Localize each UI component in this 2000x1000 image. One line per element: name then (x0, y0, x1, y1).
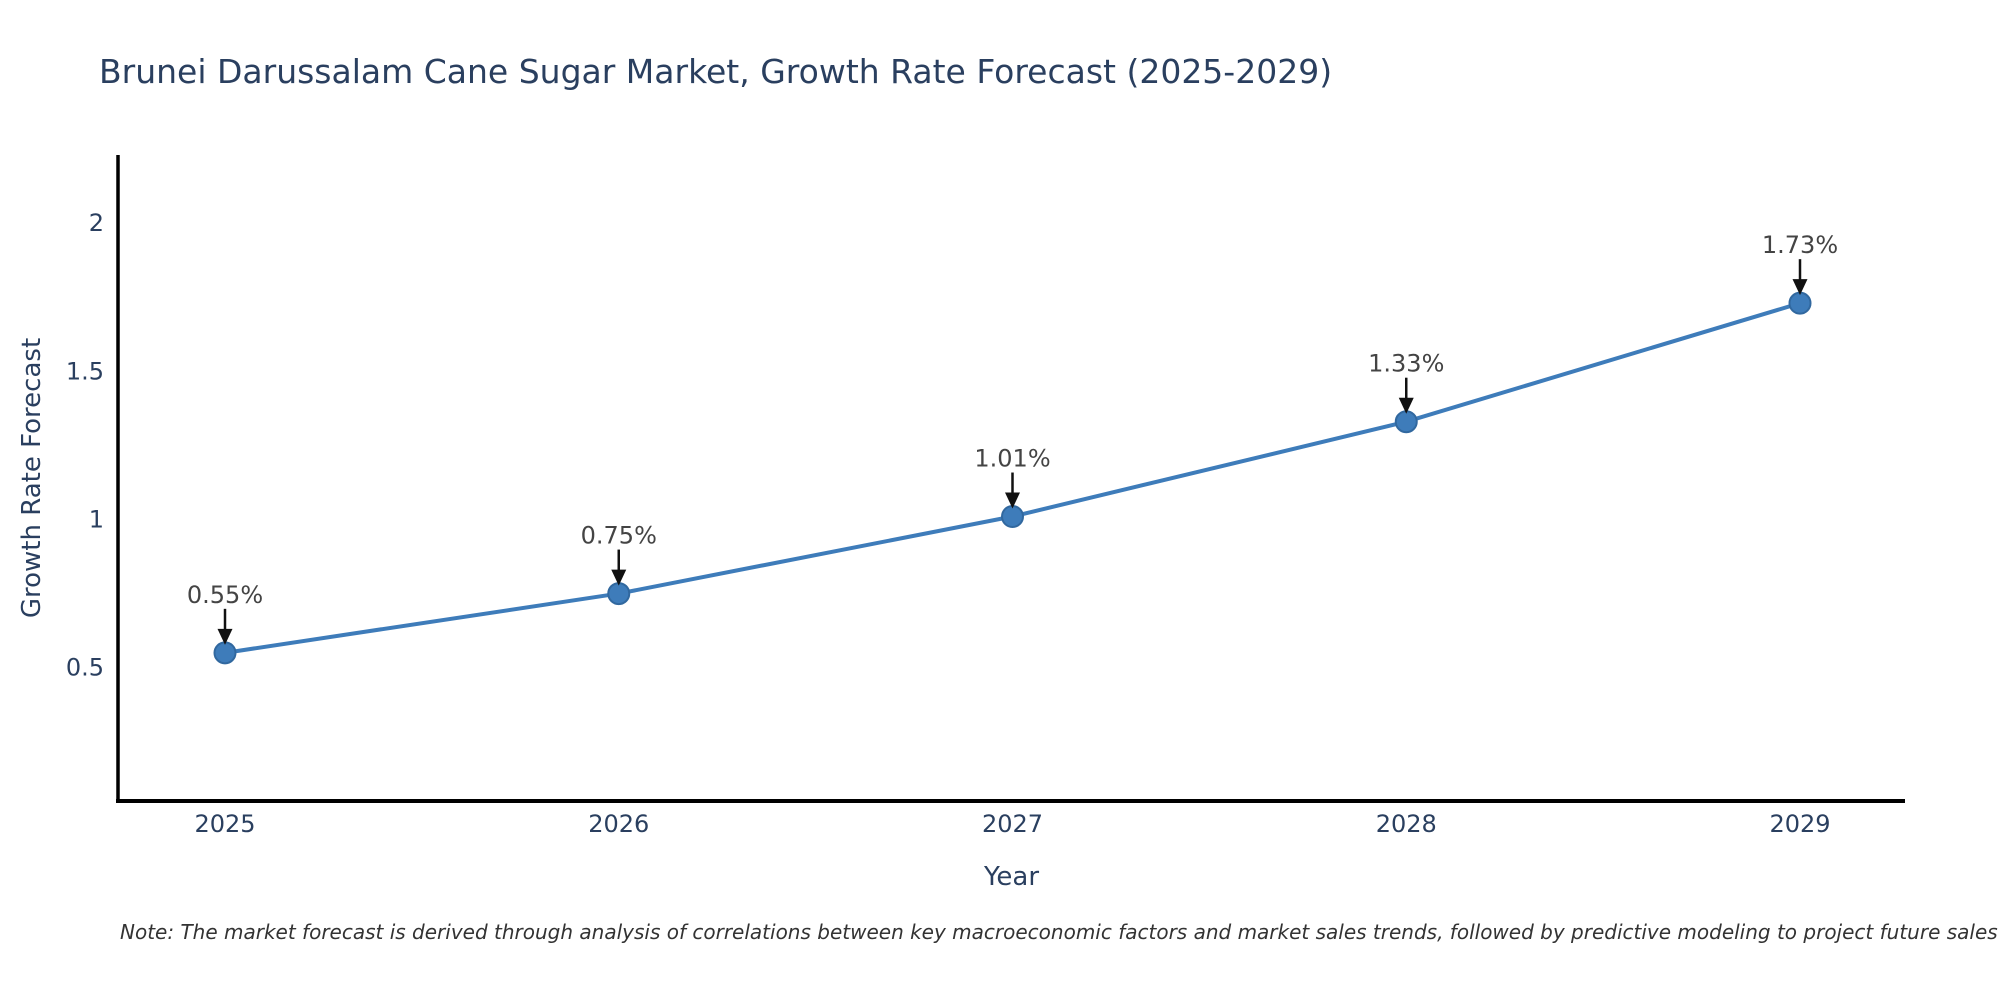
data-point-label: 1.33% (1368, 350, 1444, 378)
annotation-arrowhead-icon (611, 569, 627, 586)
x-tick-label: 2027 (982, 810, 1043, 838)
x-axis-title: Year (983, 862, 1040, 892)
data-point-label: 0.55% (187, 581, 263, 609)
y-axis-title: Growth Rate Forecast (17, 337, 47, 619)
chart-title: Brunei Darussalam Cane Sugar Market, Gro… (99, 52, 1333, 91)
annotation-arrowhead-icon (1792, 279, 1808, 296)
data-point-marker[interactable] (607, 582, 631, 606)
x-tick-label: 2026 (588, 810, 649, 838)
data-point-marker[interactable] (1394, 410, 1418, 434)
y-tick-label: 1.5 (66, 357, 104, 385)
x-tick-label: 2025 (194, 810, 255, 838)
data-point-label: 0.75% (581, 522, 657, 550)
annotation-arrowhead-icon (1005, 492, 1020, 509)
annotation-arrowhead-icon (1398, 397, 1414, 414)
data-point-marker[interactable] (1788, 291, 1812, 315)
x-tick-label: 2028 (1376, 810, 1437, 838)
annotation-arrowhead-icon (217, 628, 233, 645)
y-tick-label: 1 (89, 505, 104, 533)
chart-footnote: Note: The market forecast is derived thr… (120, 920, 1998, 944)
x-tick-label: 2029 (1769, 810, 1830, 838)
data-point-marker[interactable] (1001, 505, 1024, 529)
data-point-label: 1.73% (1762, 231, 1838, 259)
y-tick-label: 2 (89, 209, 104, 237)
y-tick-label: 0.5 (66, 654, 104, 682)
data-point-marker[interactable] (213, 641, 237, 665)
data-point-label: 1.01% (974, 445, 1050, 473)
